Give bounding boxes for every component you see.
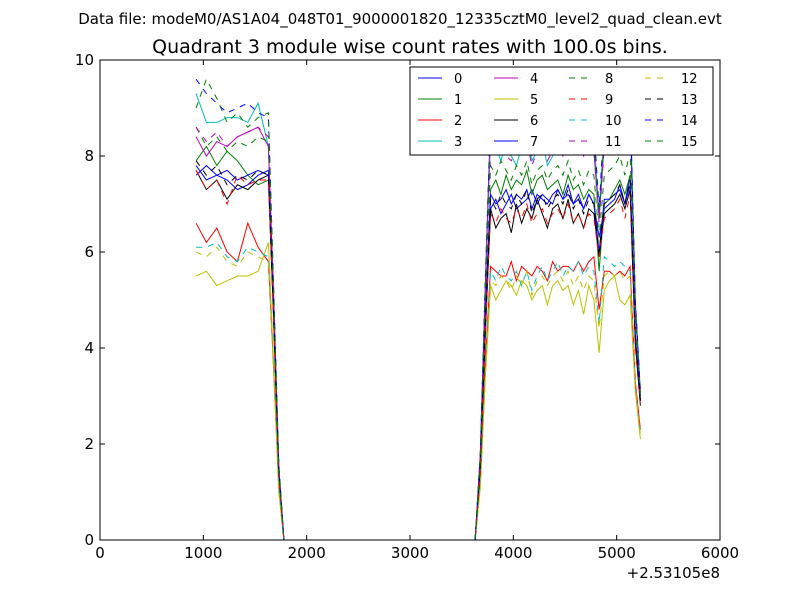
x-tick-label: 2000 [288, 544, 326, 562]
legend-label-8: 8 [605, 72, 613, 87]
y-tick-label: 10 [75, 51, 94, 69]
series-line-5 [195, 242, 641, 540]
y-tick-label: 4 [84, 339, 94, 357]
legend-label-15: 15 [681, 135, 698, 150]
y-tick-label: 0 [84, 531, 94, 549]
chart-title: Quadrant 3 module wise count rates with … [152, 36, 668, 58]
series-line-13 [195, 160, 641, 540]
x-tick-label: 1000 [184, 544, 222, 562]
legend-label-10: 10 [605, 114, 622, 129]
x-tick-label: 0 [95, 544, 105, 562]
series-line-12 [195, 246, 641, 540]
x-tick-label: 6000 [701, 544, 739, 562]
x-axis-offset-label: +2.53105e8 [627, 564, 720, 582]
legend-label-5: 5 [530, 93, 538, 108]
legend-label-6: 6 [530, 114, 538, 129]
series-line-4 [195, 112, 641, 540]
legend-label-14: 14 [681, 114, 698, 129]
series-line-1 [195, 145, 641, 540]
legend-label-7: 7 [530, 135, 538, 150]
legend-label-4: 4 [530, 72, 538, 87]
x-tick-label: 5000 [598, 544, 636, 562]
legend-label-11: 11 [605, 135, 622, 150]
legend-label-0: 0 [454, 72, 462, 87]
x-axis: 0 1000 2000 3000 4000 5000 6000 [95, 60, 739, 562]
legend-label-1: 1 [454, 93, 462, 108]
y-tick-label: 2 [84, 435, 94, 453]
series-line-11 [195, 122, 641, 540]
series-line-10 [196, 241, 641, 540]
legend-label-9: 9 [605, 93, 613, 108]
x-tick-label: 3000 [391, 544, 429, 562]
legend-label-12: 12 [681, 72, 698, 87]
series-line-2 [195, 221, 641, 540]
legend-box [409, 66, 714, 156]
legend-label-3: 3 [454, 135, 462, 150]
series-line-9 [195, 170, 641, 540]
series-line-6 [195, 170, 641, 540]
y-tick-label: 8 [84, 147, 94, 165]
x-tick-label: 4000 [494, 544, 532, 562]
y-tick-label: 6 [84, 243, 94, 261]
legend-label-2: 2 [454, 114, 462, 129]
data-file-suptitle: Data file: modeM0/AS1A04_048T01_90000018… [78, 10, 722, 29]
series-line-3 [195, 93, 641, 540]
legend-label-13: 13 [681, 93, 698, 108]
